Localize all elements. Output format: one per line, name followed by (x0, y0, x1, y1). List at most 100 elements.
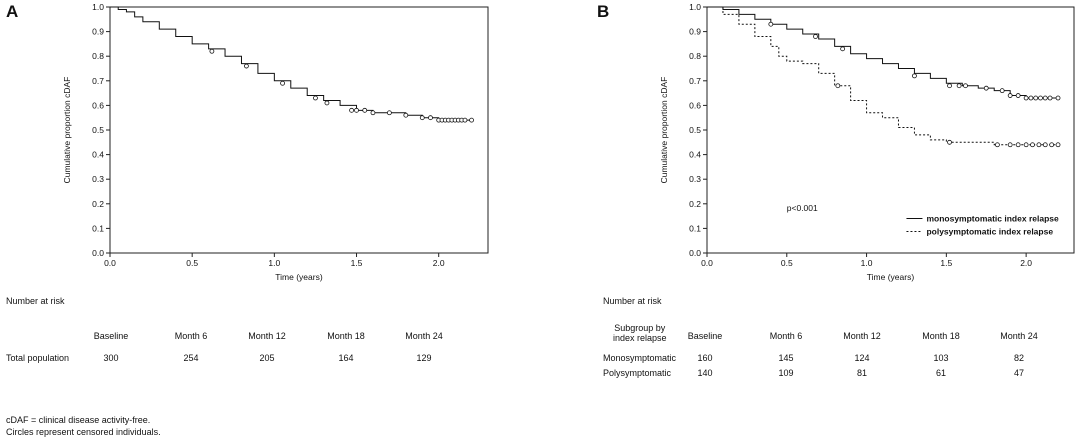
x-tick-label: 1.5 (351, 258, 363, 268)
risk-value: 140 (697, 368, 713, 378)
censored-marker (813, 34, 818, 39)
risk-col-month18-b: Month 18 (922, 331, 960, 341)
censored-marker (1042, 95, 1048, 101)
y-axis-label: Cumulative proportion cDAF (659, 77, 669, 184)
censored-marker (1023, 142, 1029, 148)
risk-value: 129 (416, 353, 432, 363)
x-tick-label: 1.5 (940, 258, 952, 268)
risk-value: 160 (697, 353, 713, 363)
censored-marker (835, 83, 841, 89)
series-line-2 (707, 6, 1059, 146)
x-tick-label: 0.5 (186, 258, 198, 268)
risk-row-label-mono: Monosymptomatic (603, 353, 677, 363)
censored-marker (209, 48, 215, 54)
y-tick-label: 1.0 (689, 2, 701, 12)
y-tick-label: 0.4 (92, 150, 104, 160)
risk-value: 47 (1013, 368, 1025, 378)
footnote-2: Circles represent censored individuals. (6, 427, 161, 437)
y-tick-label: 0.1 (92, 223, 104, 233)
subgroup-header-line1: Subgroup by (614, 323, 666, 333)
y-tick-label: 0.5 (689, 125, 701, 135)
censored-marker (1015, 142, 1021, 148)
risk-col-month18-a: Month 18 (327, 331, 365, 341)
risk-value: 103 (933, 353, 949, 363)
risk-value: 205 (259, 353, 275, 363)
censored-marker (462, 117, 468, 123)
y-axis-label: Cumulative proportion cDAF (62, 77, 72, 184)
censored-marker (1023, 95, 1029, 101)
x-tick-label: 1.0 (861, 258, 873, 268)
censored-marker (428, 115, 433, 121)
censored-marker (1015, 93, 1021, 98)
censored-marker (280, 80, 285, 86)
chart-a: 0.0 0.1 0.2 0.3 0.4 0.5 0.6 0.7 0.8 0.9 1.0 0.0 0.5 1… (62, 2, 489, 282)
plot-frame (109, 6, 489, 254)
censored-marker (403, 112, 409, 118)
censored-marker (1038, 95, 1043, 101)
censored-marker (995, 142, 1000, 148)
censored-marker (1030, 142, 1035, 148)
risk-value: 254 (183, 353, 199, 363)
risk-value: 145 (778, 353, 794, 363)
y-tick-label: 0.7 (689, 76, 701, 86)
y-tick-label: 0.7 (92, 76, 104, 86)
risk-value: 61 (935, 368, 947, 378)
censored-marker (354, 107, 359, 113)
censored-marker (1036, 142, 1042, 148)
censored-marker (386, 110, 392, 116)
y-tick-label: 0.4 (689, 150, 701, 160)
y-tick-label: 0.9 (92, 27, 104, 37)
subgroup-header: Subgroup by index relapse (613, 323, 667, 343)
risk-row-label-a: Total population (6, 353, 70, 363)
censored-marker (947, 83, 952, 89)
censored-marker (912, 73, 917, 79)
x-tick-label: 2.0 (1020, 258, 1032, 268)
censored-marker (1055, 95, 1061, 101)
x-axis-label: Time (years) (275, 272, 323, 282)
x-tick-label: 2.0 (433, 258, 445, 268)
legend-label: monosymptomatic index relapse (926, 214, 1059, 224)
risk-title-a: Number at risk (6, 296, 65, 306)
footnotes: cDAF = clinical disease activity-free. C… (6, 414, 161, 438)
x-tick-label: 0.0 (701, 258, 713, 268)
censored-marker (244, 63, 249, 69)
y-tick-label: 0.3 (92, 174, 104, 184)
censored-marker (370, 110, 376, 116)
footnote-1: cDAF = clinical disease activity-free. (6, 415, 151, 425)
series-line-1 (110, 6, 472, 121)
risk-value: 164 (338, 353, 354, 363)
censored-marker (963, 83, 968, 89)
x-tick-label: 1.0 (268, 258, 280, 268)
censored-marker (419, 115, 425, 121)
risk-col-month12-b: Month 12 (843, 331, 881, 341)
y-tick-label: 0.6 (92, 100, 104, 110)
y-tick-label: 0.2 (689, 199, 701, 209)
panel-b-label: B (597, 2, 610, 21)
censored-marker (947, 139, 952, 145)
legend-label: polysymptomatic index relapse (926, 227, 1053, 237)
panel-a-label: A (6, 2, 19, 21)
censored-marker (324, 100, 330, 106)
risk-value: 124 (854, 353, 870, 363)
censored-marker (362, 107, 368, 113)
risk-value: 109 (778, 368, 794, 378)
censored-marker (956, 83, 962, 89)
risk-row-label-poly: Polysymptomatic (603, 368, 672, 378)
y-tick-label: 0.8 (689, 51, 701, 61)
subgroup-header-line2: index relapse (613, 333, 667, 343)
y-tick-label: 0.5 (92, 125, 104, 135)
p-value-annotation: p<0.001 (787, 203, 818, 213)
censored-marker (1007, 93, 1013, 98)
censored-marker (999, 88, 1005, 94)
censored-marker (1042, 142, 1048, 148)
censored-marker (1028, 95, 1034, 101)
x-tick-label: 0.5 (781, 258, 793, 268)
chart-b: 0.0 0.1 0.2 0.3 0.4 0.5 0.6 0.7 0.8 0.9 1.0 0.0 0.5 1… (659, 2, 1075, 282)
risk-title-b: Number at risk (603, 296, 662, 306)
risk-col-month24-a: Month 24 (405, 331, 443, 341)
x-tick-label: 0.0 (104, 258, 116, 268)
censored-marker (1033, 95, 1039, 101)
censored-marker (1055, 142, 1061, 148)
y-tick-label: 0.8 (92, 51, 104, 61)
y-tick-label: 0.1 (689, 223, 701, 233)
